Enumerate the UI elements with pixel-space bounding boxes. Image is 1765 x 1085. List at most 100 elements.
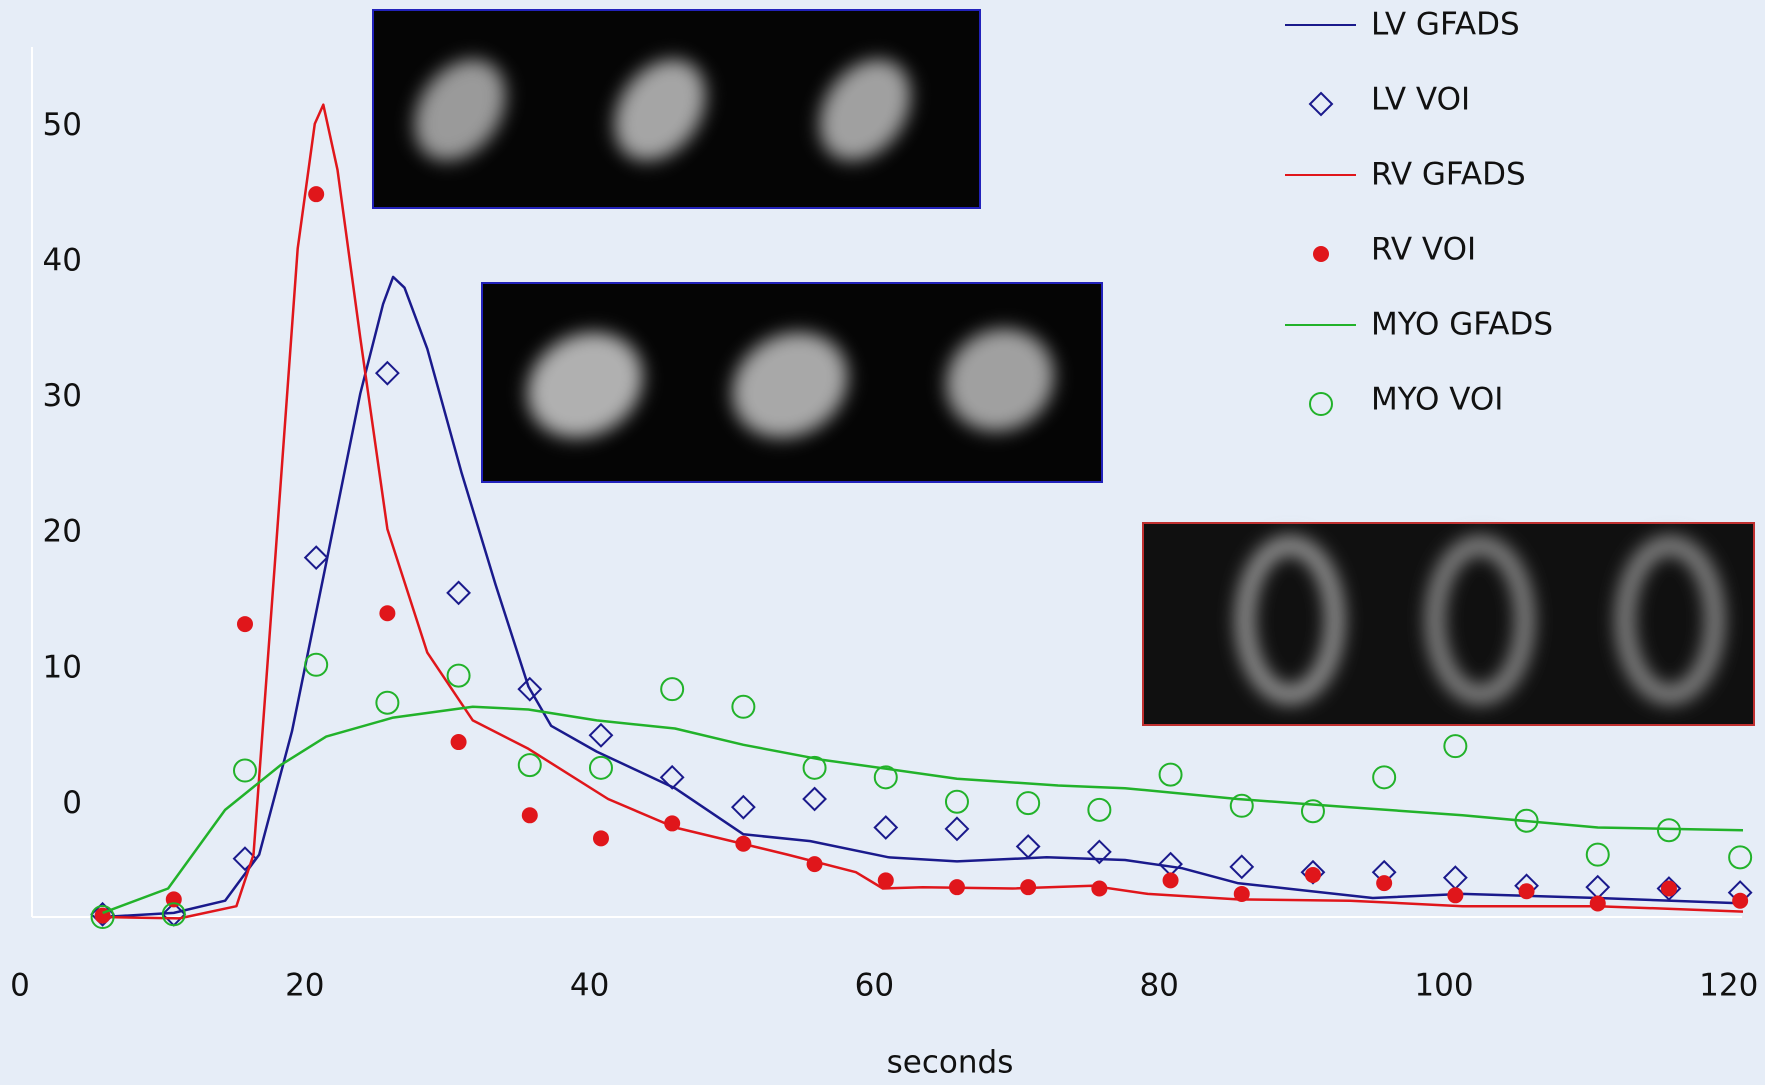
data-point bbox=[1732, 892, 1749, 909]
data-point bbox=[379, 605, 396, 622]
data-point bbox=[802, 755, 827, 780]
data-point bbox=[1728, 845, 1753, 870]
data-point bbox=[450, 734, 467, 751]
legend-label: RV GFADS bbox=[1371, 157, 1526, 193]
x-tick-label: 40 bbox=[570, 968, 609, 1004]
data-point bbox=[374, 360, 400, 386]
legend-marker bbox=[1309, 392, 1333, 416]
data-point bbox=[517, 753, 542, 778]
data-point bbox=[588, 755, 613, 780]
data-point bbox=[660, 677, 685, 702]
y-tick-label: 30 bbox=[43, 378, 82, 414]
legend-label: MYO VOI bbox=[1371, 382, 1503, 418]
data-point bbox=[1656, 818, 1681, 843]
data-point bbox=[877, 872, 894, 889]
data-point bbox=[730, 794, 756, 820]
y-tick-label: 0 bbox=[62, 785, 82, 821]
series-line bbox=[102, 705, 1744, 915]
data-point bbox=[588, 722, 614, 748]
data-point bbox=[1447, 887, 1464, 904]
data-point bbox=[304, 652, 329, 677]
data-point bbox=[375, 690, 400, 715]
data-point bbox=[446, 580, 471, 606]
x-tick-label: 60 bbox=[855, 968, 894, 1004]
data-point bbox=[1158, 762, 1183, 787]
data-point bbox=[1229, 854, 1255, 880]
data-point bbox=[1514, 808, 1539, 833]
image-blob bbox=[946, 328, 1054, 432]
x-tick-label: 0 bbox=[10, 968, 30, 1004]
data-point bbox=[1372, 765, 1397, 790]
data-point bbox=[873, 815, 899, 840]
y-tick-label: 40 bbox=[43, 242, 82, 278]
data-point bbox=[806, 856, 823, 873]
image-blob bbox=[732, 332, 848, 438]
image-blob bbox=[1426, 536, 1534, 704]
data-point bbox=[592, 830, 609, 847]
data-point bbox=[303, 545, 329, 571]
x-tick-label: 100 bbox=[1414, 968, 1473, 1004]
data-point bbox=[161, 902, 186, 927]
data-point bbox=[1376, 875, 1393, 892]
legend-label: LV GFADS bbox=[1371, 7, 1520, 43]
data-point bbox=[1015, 834, 1041, 859]
data-point bbox=[521, 807, 538, 824]
data-point bbox=[1229, 793, 1254, 818]
y-tick-label: 10 bbox=[43, 649, 82, 685]
x-tick-label: 120 bbox=[1699, 968, 1758, 1004]
data-point bbox=[308, 186, 325, 203]
x-axis-title: seconds bbox=[887, 1045, 1014, 1081]
image-blob bbox=[1236, 536, 1344, 704]
image-blob bbox=[819, 59, 911, 161]
data-point bbox=[802, 786, 827, 812]
data-point bbox=[1300, 799, 1325, 824]
data-point bbox=[1443, 734, 1468, 759]
image-blob bbox=[527, 332, 643, 438]
data-point bbox=[944, 816, 970, 842]
data-point bbox=[1442, 865, 1468, 891]
data-point bbox=[1016, 791, 1041, 816]
data-point bbox=[948, 879, 965, 896]
data-point bbox=[1162, 872, 1179, 889]
x-tick-label: 20 bbox=[285, 968, 324, 1004]
data-point bbox=[232, 758, 257, 783]
data-point bbox=[446, 663, 471, 688]
legend-marker bbox=[1313, 246, 1329, 262]
data-point bbox=[1585, 842, 1610, 867]
series-line bbox=[102, 103, 1744, 920]
data-point bbox=[664, 815, 681, 832]
data-point bbox=[517, 676, 543, 702]
x-tick-label: 80 bbox=[1139, 968, 1178, 1004]
data-point bbox=[1091, 880, 1108, 897]
legend-label: RV VOI bbox=[1371, 232, 1476, 268]
image-blob bbox=[1616, 536, 1724, 704]
data-point bbox=[1233, 885, 1250, 902]
legend-label: LV VOI bbox=[1371, 82, 1470, 118]
data-point bbox=[873, 765, 898, 790]
data-point bbox=[1087, 797, 1112, 822]
data-point bbox=[731, 694, 756, 719]
image-blob bbox=[414, 59, 506, 161]
legend-marker bbox=[1308, 91, 1334, 117]
data-point bbox=[236, 616, 253, 633]
data-point bbox=[1589, 895, 1606, 912]
y-tick-label: 20 bbox=[43, 514, 82, 550]
data-point bbox=[1158, 851, 1183, 877]
data-point bbox=[1656, 876, 1682, 901]
inset-images bbox=[372, 9, 1755, 726]
data-point bbox=[735, 835, 752, 852]
data-point bbox=[1660, 880, 1677, 897]
image-blob bbox=[614, 59, 706, 161]
data-point bbox=[1300, 859, 1326, 885]
data-point bbox=[944, 789, 969, 814]
data-point bbox=[1304, 866, 1321, 883]
data-point bbox=[1585, 874, 1611, 900]
legend-label: MYO GFADS bbox=[1371, 307, 1553, 343]
series-line bbox=[102, 275, 1744, 919]
data-point bbox=[1086, 839, 1112, 865]
data-point bbox=[1518, 883, 1535, 900]
y-tick-label: 50 bbox=[43, 107, 82, 143]
data-point bbox=[659, 764, 685, 790]
